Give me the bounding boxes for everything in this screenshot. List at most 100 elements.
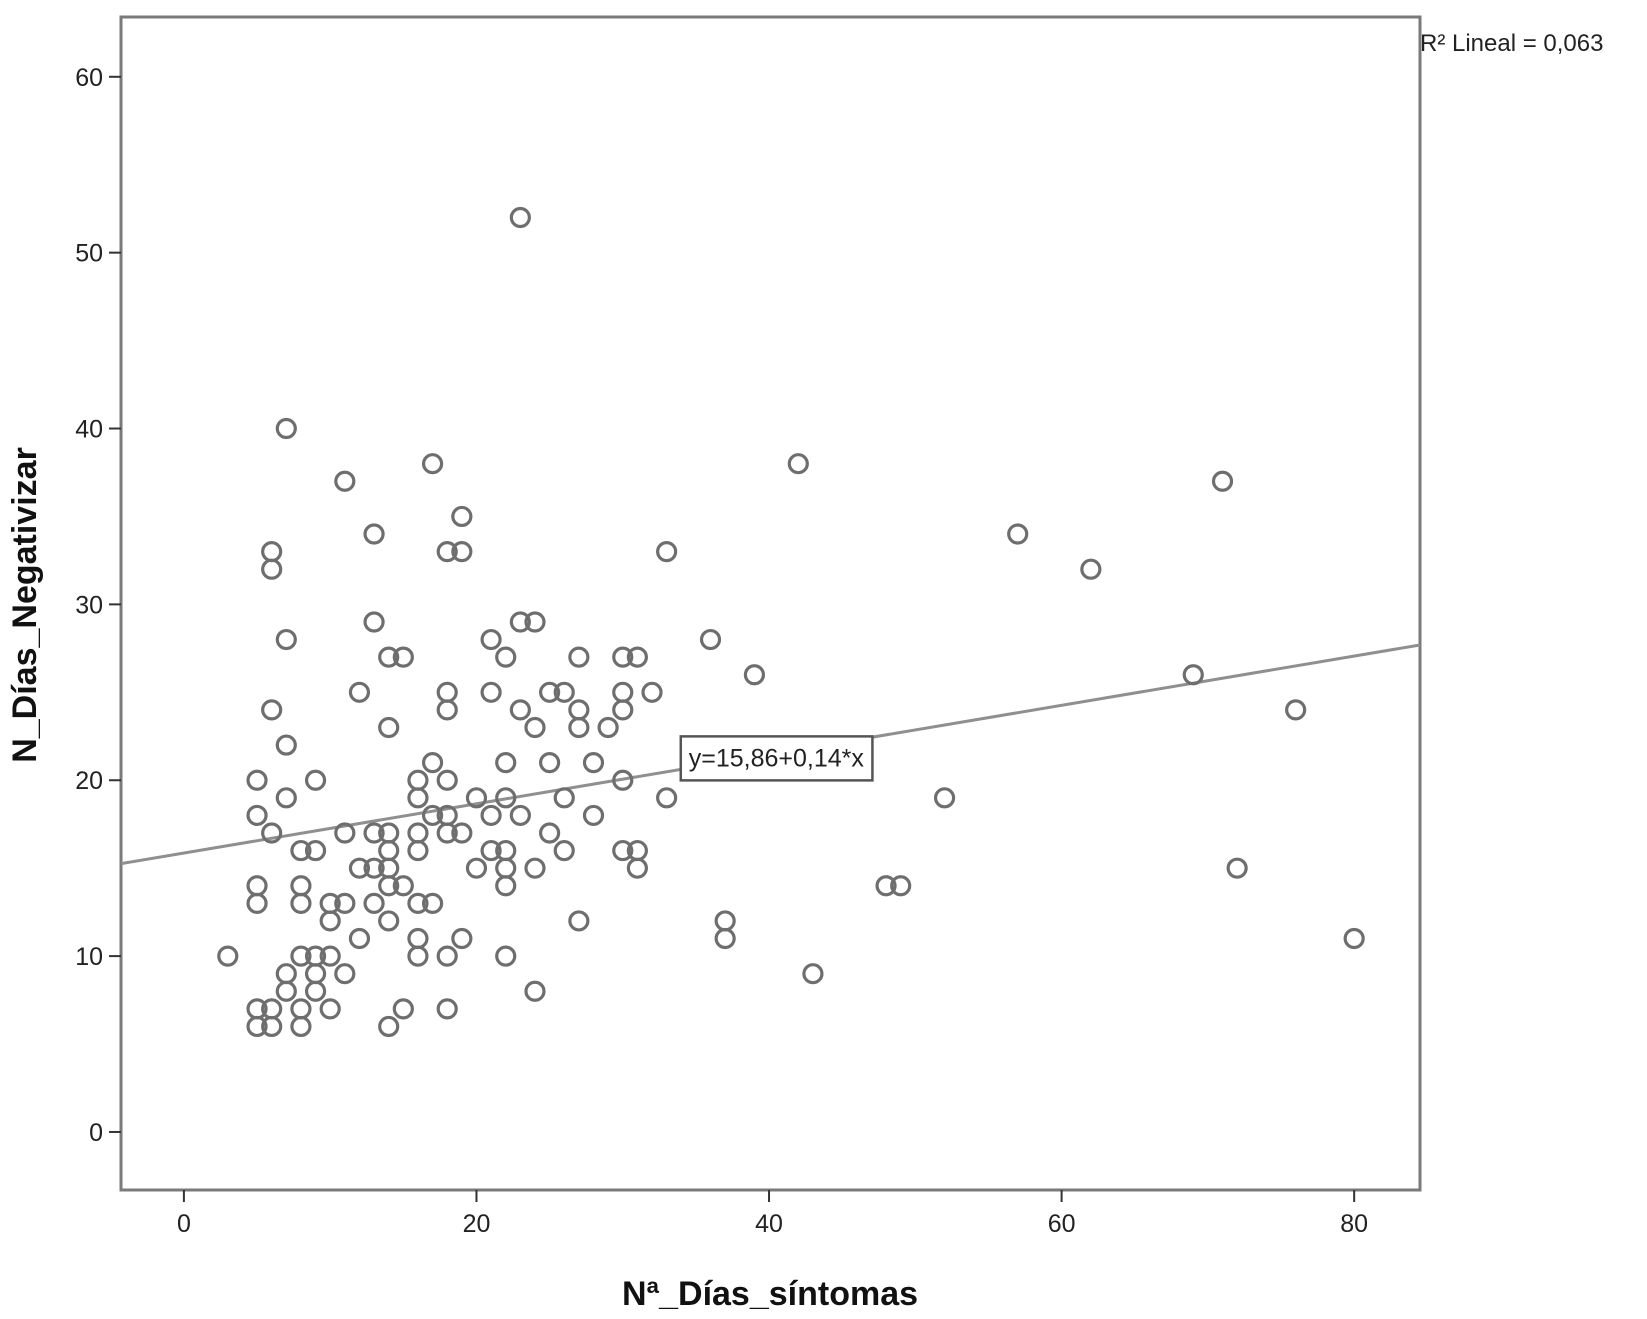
y-axis-title: N_Días_Negativizar	[6, 447, 44, 763]
data-point	[524, 716, 546, 739]
data-point	[509, 804, 531, 827]
data-point	[436, 769, 458, 791]
data-point	[568, 646, 590, 668]
data-point	[290, 839, 312, 862]
data-point	[392, 875, 414, 897]
data-point	[421, 752, 444, 774]
data-point	[1285, 699, 1307, 721]
fit-equation-box: y=15,86+0,14*x	[679, 735, 874, 782]
data-point	[495, 752, 517, 774]
data-point	[656, 787, 678, 809]
data-point	[334, 892, 356, 914]
data-point	[787, 453, 809, 475]
data-point	[509, 206, 531, 229]
data-point	[319, 998, 341, 1020]
data-point	[436, 699, 458, 721]
data-point	[436, 998, 458, 1020]
data-point	[319, 945, 341, 967]
data-point	[524, 857, 546, 879]
data-point	[582, 804, 605, 827]
data-point	[275, 787, 297, 809]
data-point	[348, 857, 371, 879]
data-point	[392, 646, 414, 668]
data-point	[612, 699, 634, 721]
data-point	[421, 804, 444, 827]
data-point	[568, 716, 590, 739]
data-point	[1211, 470, 1234, 492]
data-point	[246, 804, 268, 827]
data-point	[509, 699, 531, 721]
data-point	[421, 892, 444, 914]
x-tick-label: 60	[1048, 1210, 1076, 1238]
data-point	[275, 980, 297, 1002]
data-point	[480, 628, 502, 651]
data-point	[378, 875, 400, 897]
data-point	[480, 839, 502, 862]
data-point	[261, 558, 283, 580]
r-squared-label: R² Lineal = 0,063	[1420, 30, 1603, 57]
data-point	[612, 839, 634, 862]
data-point	[451, 505, 473, 528]
data-point	[275, 734, 297, 756]
data-point	[465, 857, 488, 879]
data-point	[553, 839, 575, 862]
data-point	[304, 839, 327, 862]
x-tick-label: 80	[1340, 1210, 1368, 1238]
data-point	[495, 646, 517, 668]
data-point	[495, 945, 517, 967]
data-point	[539, 752, 561, 774]
data-point	[334, 470, 356, 492]
y-tick-label: 50	[75, 240, 103, 268]
data-point	[699, 628, 722, 651]
data-point	[217, 945, 239, 967]
y-tick-label: 0	[89, 1119, 103, 1147]
data-point	[319, 910, 341, 932]
data-point	[451, 927, 473, 950]
data-point	[436, 945, 458, 967]
data-point	[246, 892, 268, 914]
data-point	[612, 646, 634, 668]
data-point	[378, 910, 400, 932]
data-point	[363, 857, 385, 879]
data-point	[626, 646, 648, 668]
data-point	[524, 611, 546, 633]
data-point	[261, 822, 283, 844]
data-point	[407, 787, 429, 809]
data-point	[290, 945, 312, 967]
data-point	[290, 892, 312, 914]
y-tick-label: 10	[75, 943, 103, 971]
data-point	[539, 681, 561, 703]
y-tick-label: 20	[75, 767, 103, 795]
data-point	[290, 1015, 312, 1038]
data-point	[407, 839, 429, 862]
data-point	[246, 1015, 268, 1038]
data-point	[261, 699, 283, 721]
data-point	[480, 681, 502, 703]
data-point	[539, 822, 561, 844]
data-point	[597, 716, 619, 739]
data-point	[509, 611, 531, 633]
data-point	[436, 822, 458, 844]
data-point	[378, 646, 400, 668]
data-point	[933, 787, 956, 809]
data-point	[568, 910, 590, 932]
fit-equation-frame	[679, 735, 874, 782]
data-point	[363, 523, 385, 545]
data-point	[261, 1015, 283, 1038]
data-point	[495, 875, 517, 897]
data-point	[802, 963, 824, 985]
data-point	[524, 980, 546, 1002]
data-point	[407, 892, 429, 914]
data-point	[714, 927, 736, 950]
data-point	[875, 875, 897, 897]
data-point	[553, 787, 575, 809]
data-point	[890, 875, 912, 897]
data-point	[363, 892, 385, 914]
data-point	[612, 769, 634, 791]
data-point	[392, 998, 414, 1020]
x-tick-label: 20	[463, 1210, 491, 1238]
data-point	[378, 1015, 400, 1038]
data-point	[553, 681, 575, 703]
